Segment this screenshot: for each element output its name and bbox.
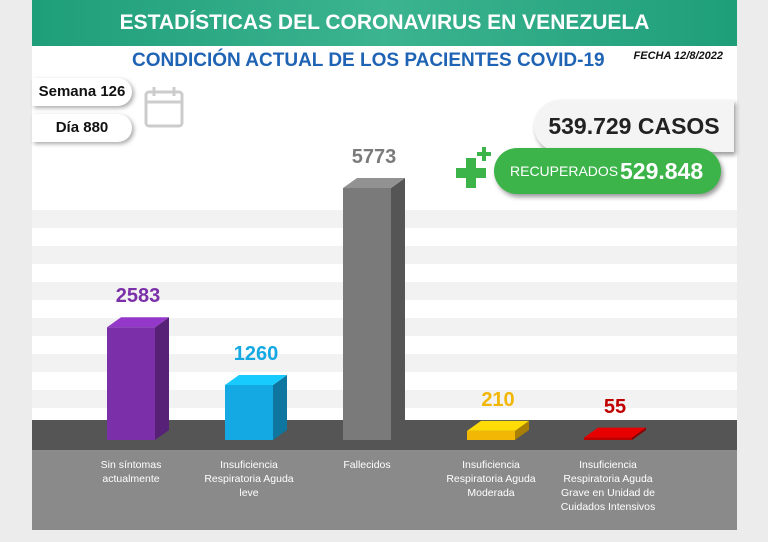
base: [32, 450, 737, 530]
category-label: Insuficiencia Respiratoria Aguda leve: [204, 459, 294, 499]
day: Día 880: [32, 114, 132, 142]
bar-side: [391, 178, 405, 440]
bar-side: [273, 374, 287, 440]
bar: [225, 384, 273, 440]
bar: [467, 430, 515, 440]
bar-side: [155, 317, 169, 440]
value-label: 55: [603, 395, 627, 418]
date: FECHA 12/8/2022: [633, 50, 723, 62]
category-label: Insuficiencia Respiratoria Aguda Moderad…: [446, 459, 536, 499]
category-label: Insuficiencia Respiratoria Aguda Grave e…: [560, 459, 656, 513]
plus-icon: [456, 147, 491, 188]
bar-side: [515, 420, 529, 440]
category-label: Sin síntomas actualmente: [100, 459, 162, 485]
banner: ESTADÍSTICAS DEL CORONAVIRUS EN VENEZUEL…: [32, 0, 737, 46]
bar: [107, 327, 155, 440]
value-label: 1260: [233, 342, 279, 365]
infographic: ESTADÍSTICAS DEL CORONAVIRUS EN VENEZUEL…: [32, 0, 737, 530]
chart: [32, 87, 737, 530]
cases: 539.729 CASOS: [534, 100, 734, 152]
recovered-value: 529.848: [620, 158, 704, 184]
value-label: 5773: [351, 146, 397, 168]
value-label: 2583: [115, 285, 161, 308]
bar-top: [467, 420, 529, 431]
title: ESTADÍSTICAS DEL CORONAVIRUS EN VENEZUEL…: [119, 11, 650, 34]
bar: [343, 188, 391, 440]
week: Semana 126: [32, 78, 132, 106]
value-label: 210: [481, 388, 515, 411]
recovered-label: RECUPERADOS: [510, 163, 619, 179]
bar-top: [107, 317, 169, 328]
category-label: Fallecidos: [343, 459, 391, 471]
subtitle: CONDICIÓN ACTUAL DE LOS PACIENTES COVID-…: [132, 50, 605, 71]
recovered: RECUPERADOS 529.848: [494, 148, 721, 194]
calendar-icon: [144, 87, 184, 128]
bar-side: [632, 427, 646, 440]
bar: [584, 437, 632, 440]
bar-top: [584, 427, 646, 438]
bar-top: [343, 178, 405, 188]
bar-top: [225, 374, 287, 385]
